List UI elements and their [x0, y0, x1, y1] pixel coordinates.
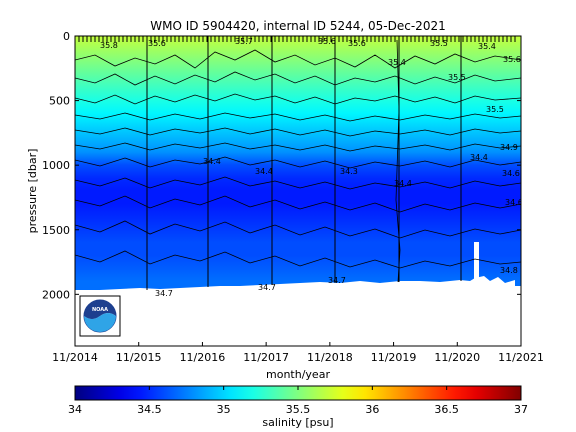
contour-label: 35.5	[486, 105, 504, 114]
contour-label: 34.6	[502, 169, 520, 178]
y-axis-label: pressure [dbar]	[26, 149, 39, 234]
x-axis: 11/2014 11/2015 11/2016 11/2017 11/2018 11/20…	[52, 342, 544, 364]
contour-label: 35.4	[388, 58, 406, 67]
noaa-logo: NOAA	[79, 295, 121, 337]
x-tick-label: 11/2017	[243, 351, 289, 364]
profile-ticks	[78, 36, 516, 42]
contour-label: 35.7	[235, 37, 253, 46]
contour-label: 34.4	[255, 167, 273, 176]
x-tick-label: 11/2020	[434, 351, 480, 364]
y-tick-label: 500	[49, 95, 70, 108]
contour-label: 35.6	[148, 39, 166, 48]
x-tick-label: 11/2019	[371, 351, 417, 364]
contour-label: 34.7	[328, 276, 346, 285]
y-tick-label: 2000	[42, 288, 70, 301]
plot-area: 35.8 35.6 35.7 35.6 35.6 35.5 35.4 35.6 …	[74, 35, 523, 347]
noaa-logo-text: NOAA	[92, 307, 108, 313]
plot-frame	[74, 35, 522, 347]
contour-label: 35.6	[318, 37, 336, 46]
colorbar-tick-label: 35.5	[286, 403, 311, 416]
contour-labels: 35.8 35.6 35.7 35.6 35.6 35.5 35.4 35.6 …	[100, 37, 523, 298]
y-axis: 0 500 1000 1500 2000	[42, 30, 521, 301]
contour-label: 34.4	[394, 179, 412, 188]
contour-label: 34.9	[500, 143, 518, 152]
colorbar: 34 34.5 35 35.5 36 36.5 37 salinity [psu]	[68, 385, 528, 429]
colorbar-tick-label: 36.5	[434, 403, 459, 416]
month-separators	[146, 36, 462, 290]
contour-label: 34.4	[203, 157, 221, 166]
contour-label: 35.8	[100, 41, 118, 50]
contour-label: 35.5	[430, 39, 448, 48]
colorbar-tick-label: 36	[365, 403, 379, 416]
x-tick-label: 11/2018	[307, 351, 353, 364]
contour-label: 34.6	[505, 198, 523, 207]
data-gap	[474, 242, 479, 284]
colorbar-tick-label: 34	[68, 403, 82, 416]
contour-label: 35.6	[348, 39, 366, 48]
x-tick-label: 11/2021	[498, 351, 544, 364]
colorbar-tick-label: 35	[217, 403, 231, 416]
colorbar-tick-label: 34.5	[137, 403, 162, 416]
y-tick-label: 0	[63, 30, 70, 43]
colorbar-label: salinity [psu]	[262, 416, 333, 429]
x-tick-label: 11/2014	[52, 351, 98, 364]
contour-label: 34.3	[340, 167, 358, 176]
contour-label: 34.7	[258, 283, 276, 292]
contour-label: 35.6	[503, 55, 521, 64]
contour-label: 34.7	[155, 289, 173, 298]
y-tick-label: 1500	[42, 224, 70, 237]
x-axis-label: month/year	[266, 368, 330, 381]
contour-label: 35.5	[448, 73, 466, 82]
contour-label: 34.8	[500, 266, 518, 275]
x-tick-label: 11/2016	[180, 351, 226, 364]
x-tick-label: 11/2015	[116, 351, 162, 364]
salinity-field	[75, 36, 521, 290]
y-tick-label: 1000	[42, 159, 70, 172]
chart-title: WMO ID 5904420, internal ID 5244, 05-Dec…	[150, 19, 445, 33]
colorbar-tick-label: 37	[514, 403, 528, 416]
contour-label: 35.4	[478, 42, 496, 51]
contour-label: 34.4	[470, 153, 488, 162]
